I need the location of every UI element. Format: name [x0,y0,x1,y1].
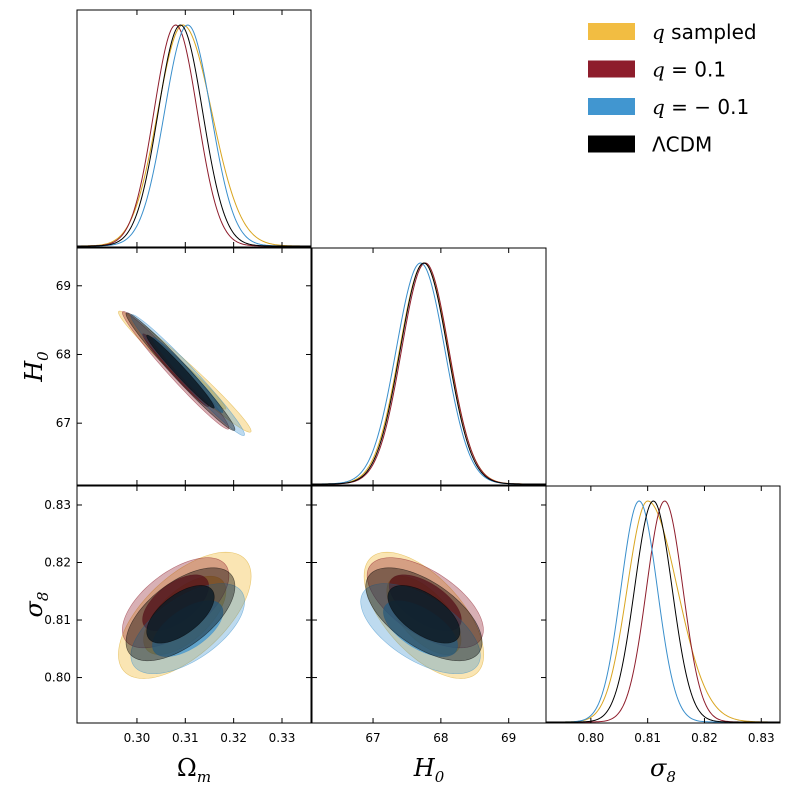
x-tick-label-om-1: 0.31 [172,731,199,745]
legend-rest-1: = 0.1 [665,58,726,82]
legend-entry-2: q = − 0.1 [588,95,749,119]
x-tick-label-h0-2: 69 [501,731,516,745]
contour-om-s8-3-95% [146,585,215,644]
contour-om-h0-3-95% [146,334,215,409]
contour-panel-h0-s8 [360,551,485,679]
legend-swatch-2 [588,98,635,115]
panel-frame-0-0 [76,9,312,248]
x-tick-label-om-0: 0.30 [124,731,151,745]
density-line-layer [77,24,780,723]
axis-label-layer: 0.30 0.31 0.32 0.33 67 68 69 0.80 0.81 0.82 0.83 67… [20,279,775,786]
y-axis-label-h0: H0 [20,351,52,383]
x-axis-label-om: Ωm [177,754,211,786]
panel-frame-1-1 [311,247,547,486]
legend-italic-0: q [652,20,665,44]
legend-italic-2: q [652,95,665,119]
x-axis-label-s8: σ8 [650,754,676,786]
y-axis-label-s8: σ8 [20,592,52,618]
y-tick-label-s8-1: 0.81 [44,613,71,627]
diag-panel-h0 [312,262,546,485]
density-curve-s8-3 [546,500,780,723]
legend-rest-0: sampled [665,20,757,44]
x-axis-label-h0: H0 [413,754,445,786]
diag-panel-om [77,24,311,247]
x-tick-label-om-3: 0.33 [269,731,296,745]
contour-layer [118,310,485,679]
contour-panel-om-s8 [118,551,252,679]
legend-label-2: q = − 0.1 [652,95,749,119]
contour-panel-om-h0 [118,310,252,436]
x-tick-label-h0-0: 67 [365,731,380,745]
panel-frame-2-2 [545,485,781,724]
legend-entry-0: q sampled [588,20,757,44]
legend-swatch-0 [588,23,635,40]
density-curve-s8-0 [546,500,780,723]
density-curve-h0-1 [312,262,546,485]
y-tick-label-h0-1: 68 [56,347,71,361]
y-tick-label-s8-3: 0.83 [44,498,71,512]
legend-label-0: q sampled [652,20,757,44]
legend-rest-3: ΛCDM [652,133,712,157]
density-curve-s8-1 [546,500,780,723]
diag-panel-s8 [546,500,780,723]
legend-swatch-1 [588,60,635,78]
panel-frame-0-2 [76,485,312,724]
x-tick-label-h0-1: 68 [433,731,448,745]
density-curve-s8-2 [546,500,780,723]
legend-italic-1: q [652,58,665,82]
density-curve-h0-2 [312,262,546,485]
x-tick-label-s8-3: 0.83 [748,731,775,745]
density-curve-h0-0 [312,262,546,485]
density-curve-h0-3 [312,262,546,485]
legend-rest-2: = − 0.1 [665,95,749,119]
x-tick-label-s8-2: 0.82 [691,731,718,745]
panel-frame-0-1 [76,247,312,486]
y-tick-label-s8-0: 0.80 [44,671,71,685]
density-curve-om-2 [77,24,311,247]
tick-layer [77,10,762,723]
legend-entry-1: q = 0.1 [588,58,726,82]
y-tick-label-s8-2: 0.82 [44,556,71,570]
density-curve-om-0 [77,24,311,247]
legend-label-3: ΛCDM [652,133,712,157]
panel-frame-layer [76,9,781,724]
x-tick-label-s8-0: 0.80 [578,731,605,745]
y-tick-label-h0-2: 69 [56,279,71,293]
legend-label-1: q = 0.1 [652,58,726,82]
x-tick-label-om-2: 0.32 [220,731,247,745]
contour-h0-s8-3-95% [387,585,461,644]
legend-entry-3: ΛCDM [588,133,712,157]
density-curve-om-1 [77,24,311,247]
density-curve-om-3 [77,24,311,247]
legend-swatch-3 [588,135,635,153]
y-tick-label-h0-0: 67 [56,416,71,430]
x-tick-label-s8-1: 0.81 [634,731,661,745]
